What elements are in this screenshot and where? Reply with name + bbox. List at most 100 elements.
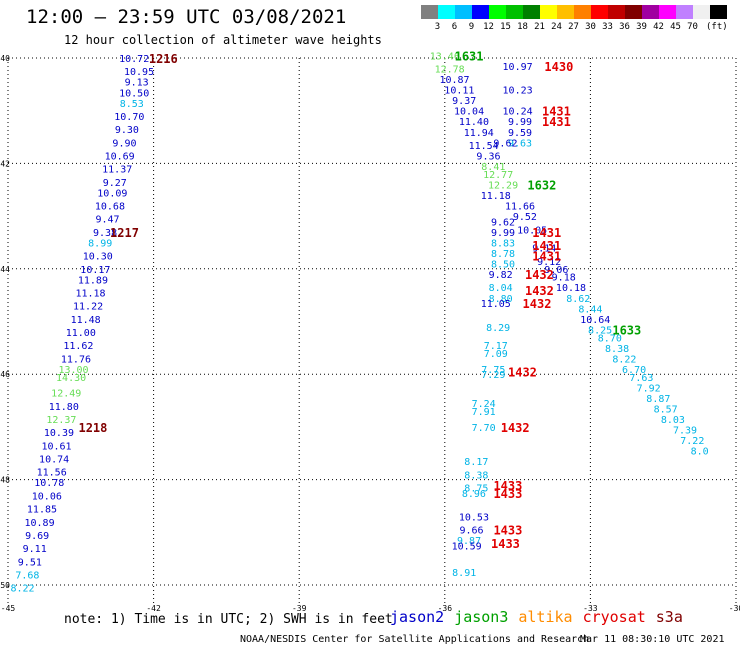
longitude-label: -45	[1, 604, 16, 613]
color-scale-label: 6	[451, 22, 458, 32]
wave-height-value: 10.53	[459, 512, 489, 523]
pass-time-label: 1218	[78, 421, 107, 435]
wave-height-value: 10.74	[39, 455, 69, 466]
wave-height-value: 8.04	[489, 283, 513, 294]
wave-height-value: 11.05	[481, 299, 511, 310]
wave-height-value: 7.91	[472, 407, 496, 418]
pass-time-label: 1431	[532, 250, 561, 264]
wave-height-value: 9.52	[513, 212, 537, 223]
color-scale-swatch	[625, 5, 642, 19]
color-scale-label: 9	[468, 22, 475, 32]
wave-height-value: 9.63	[508, 138, 532, 149]
wave-height-value: 10.39	[44, 428, 74, 439]
color-scale-label: 45	[670, 22, 681, 32]
legend-s3a: s3a	[655, 608, 683, 626]
wave-height-value: 10.06	[32, 491, 62, 502]
color-scale-label: 70	[687, 22, 698, 32]
wave-height-value: 7.29	[481, 370, 505, 381]
wave-height-value: 11.56	[37, 468, 67, 479]
color-scale-swatch	[489, 5, 506, 19]
wave-height-value: 9.99	[491, 228, 515, 239]
color-scale-label: 42	[653, 22, 664, 32]
wave-height-value: 9.47	[95, 215, 119, 226]
wave-height-value: 9.66	[459, 526, 483, 537]
pass-time-label: 1433	[493, 479, 522, 493]
wave-height-value: 8.50	[491, 260, 515, 271]
wave-height-value: 7.63	[629, 373, 653, 384]
color-scale-swatch	[642, 5, 659, 19]
wave-height-value: 10.50	[119, 88, 149, 99]
pass-time-label: 1631	[455, 49, 484, 63]
wave-height-value: 8.22	[612, 354, 636, 365]
map-subtitle: 12 hour collection of altimeter wave hei…	[64, 33, 382, 47]
wave-height-value: 10.59	[452, 541, 482, 552]
wave-height-value: 9.90	[112, 138, 136, 149]
wave-height-value: 8.87	[646, 394, 670, 405]
color-scale-label: 3	[434, 22, 441, 32]
color-scale-swatch	[523, 5, 540, 19]
color-scale-label: 33	[602, 22, 613, 32]
wave-height-value: 8.91	[452, 568, 476, 579]
wave-height-value: 10.09	[97, 188, 127, 199]
wave-height-value: 12.29	[488, 180, 518, 191]
satellite-legend: jason2 jason3 altika cryosat s3a	[390, 608, 693, 626]
wave-height-value: 8.70	[598, 333, 622, 344]
wave-height-value: 14.30	[56, 373, 86, 384]
wave-height-value: 7.75	[481, 365, 505, 376]
wave-height-value: 11.40	[459, 117, 489, 128]
wave-height-value: 10.70	[114, 112, 144, 123]
pass-time-label: 1432	[501, 421, 530, 435]
wave-height-value: 7.92	[637, 383, 661, 394]
wave-height-value: 10.64	[580, 315, 610, 326]
color-scale-label: 12	[483, 22, 494, 32]
pass-time-label: 1431	[542, 115, 571, 129]
latitude-label: -48	[0, 476, 10, 485]
wave-height-value: 10.30	[83, 252, 113, 263]
wave-height-value: 9.69	[25, 531, 49, 542]
latitude-label: -40	[0, 54, 10, 63]
wave-height-value: 11.37	[102, 165, 132, 176]
pass-time-label: 1632	[527, 178, 556, 192]
wave-height-value: 7.39	[673, 426, 697, 437]
wave-height-value: 11.54	[469, 141, 499, 152]
pass-time-label: 1431	[542, 105, 571, 119]
wave-height-value: 9.37	[452, 96, 476, 107]
color-scale-swatch	[540, 5, 557, 19]
footnote: note: 1) Time is in UTC; 2) SWH is in fe…	[64, 612, 393, 627]
color-scale-swatch	[455, 5, 472, 19]
wave-height-value: 11.76	[61, 354, 91, 365]
color-scale-swatch	[472, 5, 489, 19]
wave-height-value: 11.89	[78, 275, 108, 286]
pass-time-label: 1432	[525, 268, 554, 282]
pass-time-label: 1633	[612, 323, 641, 337]
pass-time-label: 1433	[493, 524, 522, 538]
wave-height-value: 7.70	[472, 423, 496, 434]
wave-height-value: 12.49	[51, 389, 81, 400]
wave-height-value: 9.62	[493, 138, 517, 149]
wave-height-value: 9.11	[23, 544, 47, 555]
wave-height-value: 11.80	[49, 402, 79, 413]
wave-height-value: 8.62	[566, 294, 590, 305]
wave-height-value: 9.99	[508, 117, 532, 128]
color-scale-swatch	[574, 5, 591, 19]
wave-height-value: 8.0	[691, 447, 709, 458]
wave-height-value: 8.96	[462, 489, 486, 500]
wave-height-value: 9.14	[532, 244, 556, 255]
legend-altika: altika	[518, 608, 573, 626]
wave-height-value: 8.22	[11, 584, 35, 595]
pass-time-label: 1432	[525, 284, 554, 298]
wave-height-value: 11.85	[27, 505, 57, 516]
wave-height-value: 10.95	[124, 67, 154, 78]
color-scale-swatch	[693, 5, 710, 19]
wave-height-value: 9.87	[457, 536, 481, 547]
wave-height-value: 9.06	[544, 265, 568, 276]
wave-height-value: 9.27	[103, 178, 127, 189]
color-scale-swatch	[608, 5, 625, 19]
color-scale-swatch	[557, 5, 574, 19]
wave-height-value: 9.30	[115, 125, 139, 136]
wave-height-value: 9.59	[508, 128, 532, 139]
color-scale-swatch	[676, 5, 693, 19]
wave-height-value: 8.17	[464, 457, 488, 468]
color-scale-swatch	[591, 5, 608, 19]
